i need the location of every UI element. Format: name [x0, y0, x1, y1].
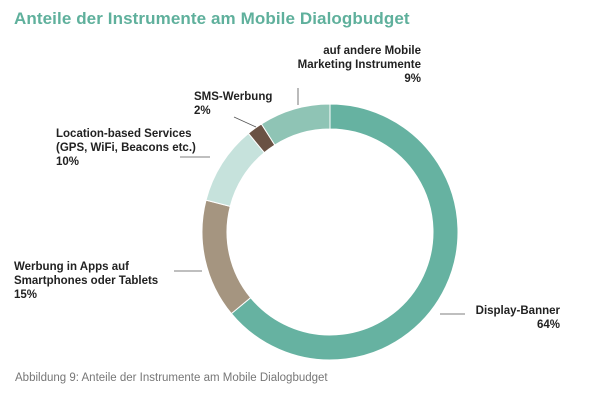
slice-label-4: auf andere Mobile Marketing Instrumente 9%	[298, 45, 421, 85]
slice-name-label: Smartphones oder Tablets	[14, 275, 158, 287]
chart-title: Anteile der Instrumente am Mobile Dialog…	[14, 9, 410, 28]
slice-1	[201, 199, 252, 315]
slice-label-0: Display-Banner 64%	[476, 305, 561, 331]
slice-value-label: 9%	[404, 73, 421, 85]
donut-slices	[201, 103, 459, 361]
slice-name-label: Location-based Services	[56, 128, 192, 140]
slice-value-label: 15%	[14, 289, 37, 301]
slice-name-label: Display-Banner	[476, 305, 561, 317]
slice-name-label: (GPS, WiFi, Beacons etc.)	[56, 142, 196, 154]
slice-label-2: Location-based Services (GPS, WiFi, Beaco…	[56, 128, 196, 168]
slice-name-label: Marketing Instrumente	[298, 59, 421, 71]
slice-2	[205, 132, 266, 207]
slice-value-label: 64%	[537, 319, 560, 331]
leader-lines	[174, 88, 465, 315]
slice-name-label: Werbung in Apps auf	[14, 261, 129, 273]
slice-value-label: 2%	[194, 105, 211, 117]
slice-labels: Display-Banner 64% Werbung in Apps auf Smar…	[14, 45, 561, 331]
slice-name-label: auf andere Mobile	[323, 45, 421, 57]
figure-caption: Abbildung 9: Anteile der Instrumente am …	[15, 372, 328, 384]
slice-name-label: SMS-Werbung	[194, 91, 272, 103]
slice-0	[230, 103, 459, 361]
slice-label-1: Werbung in Apps auf Smartphones oder Tabl…	[14, 261, 158, 301]
slice-4	[260, 103, 331, 146]
leader-line-3	[233, 116, 257, 128]
slice-value-label: 10%	[56, 156, 79, 168]
slice-label-3: SMS-Werbung 2%	[194, 91, 272, 117]
